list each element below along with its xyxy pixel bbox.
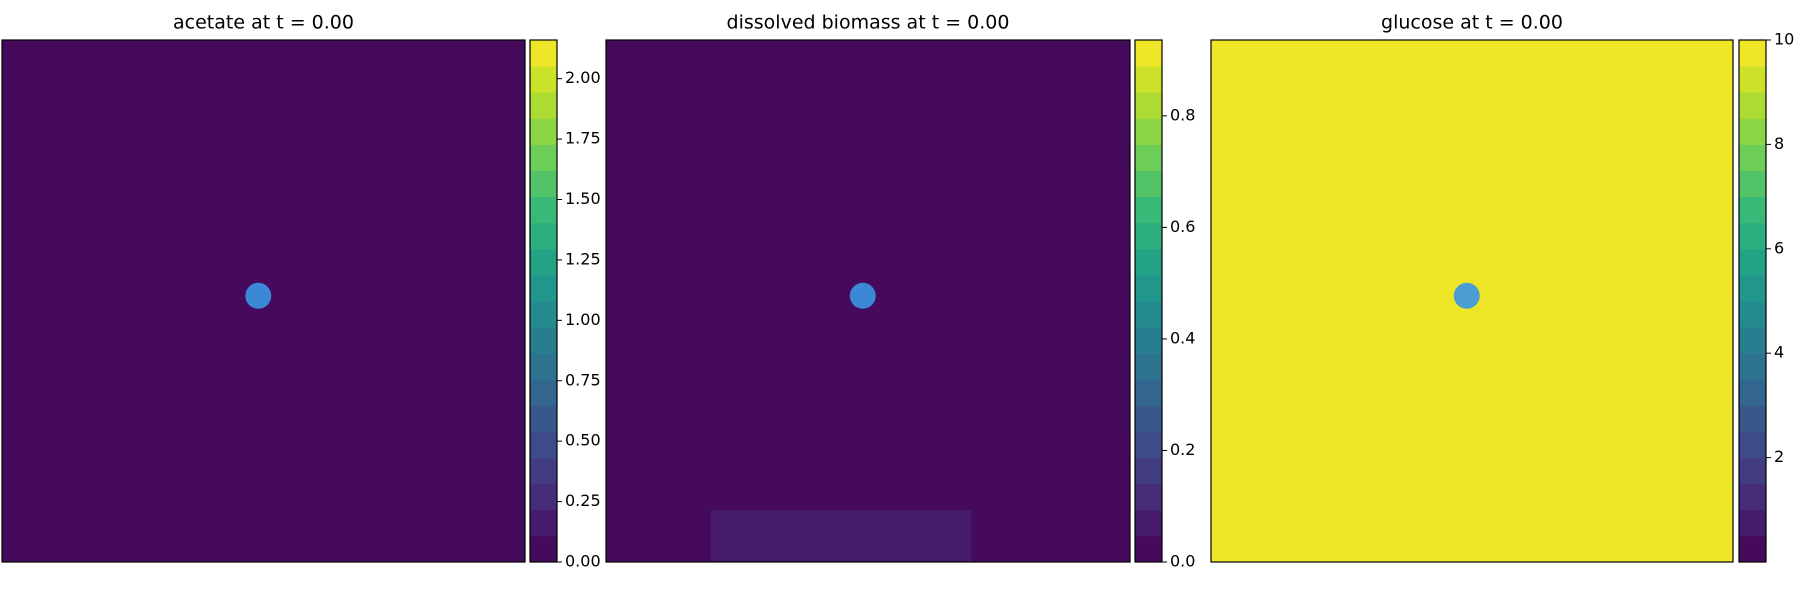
colorbar-band (1739, 431, 1766, 459)
colorbar-tick-label: 1.50 (565, 189, 601, 208)
colorbar-tick-label: 4 (1774, 343, 1784, 362)
colorbar-tick-label: 1.00 (565, 310, 601, 329)
colorbar-band (1135, 274, 1162, 302)
colorbar-tick-label: 0.50 (565, 431, 601, 450)
colorbar-band (530, 170, 557, 198)
colorbar-tick-label: 0.4 (1170, 328, 1195, 347)
colorbar-band (1135, 222, 1162, 250)
colorbar-band (530, 457, 557, 485)
colorbar-band (1739, 92, 1766, 119)
panel-title: acetate at t = 0.00 (173, 12, 354, 34)
colorbar-tick-label: 6 (1774, 238, 1784, 257)
colorbar-band (1739, 274, 1766, 302)
colorbar-band (530, 40, 557, 67)
colorbar-band (530, 222, 557, 250)
axes-frame (605, 39, 1131, 563)
colorbar-band (530, 379, 557, 406)
colorbar-tick-label: 0.0 (1170, 552, 1195, 571)
colorbar-band (1739, 248, 1766, 276)
colorbar-band (530, 118, 557, 145)
colorbar-band (1739, 66, 1766, 93)
axes-frame (1210, 39, 1734, 563)
colorbar-band (1739, 483, 1766, 511)
colorbar-band (1135, 301, 1162, 328)
colorbar-band (1135, 379, 1162, 406)
colorbar-band (1739, 144, 1766, 171)
colorbar-band (1135, 535, 1162, 563)
colorbar-tick-label: 8 (1774, 134, 1784, 153)
colorbar-tick-label: 0.00 (565, 552, 601, 571)
colorbar-band (530, 144, 557, 171)
colorbar-band (530, 274, 557, 302)
marker (245, 282, 272, 309)
colorbar-frame (1738, 39, 1767, 563)
colorbar-band (1739, 509, 1766, 537)
colorbar-band (1135, 66, 1162, 93)
colorbar-tick-label: 0.75 (565, 370, 601, 389)
colorbar-band (530, 405, 557, 432)
colorbar-band (530, 92, 557, 119)
colorbar-tick-label: 2.00 (565, 68, 601, 87)
colorbar-band (1739, 118, 1766, 145)
colorbar-band (530, 483, 557, 511)
colorbar-band (530, 431, 557, 459)
colorbar-band (530, 509, 557, 537)
colorbar-band (1135, 92, 1162, 119)
colorbar-band (1135, 327, 1162, 354)
colorbar-tick-label: 1.75 (565, 129, 601, 148)
colorbar-band (1135, 118, 1162, 145)
colorbar-band (530, 301, 557, 328)
colorbar-band (1135, 40, 1162, 67)
colorbar-band (1739, 535, 1766, 563)
colorbar-band (530, 196, 557, 224)
colorbar-band (1739, 327, 1766, 354)
colorbar-band (1739, 222, 1766, 250)
panel-title: dissolved biomass at t = 0.00 (727, 12, 1010, 34)
colorbar-band (1135, 170, 1162, 198)
marker (849, 282, 876, 309)
panel-title: glucose at t = 0.00 (1381, 12, 1563, 34)
colorbar-band (1135, 509, 1162, 537)
colorbar-band (1135, 431, 1162, 459)
colorbar-band (530, 535, 557, 563)
colorbar-band (1739, 379, 1766, 406)
colorbar-tick-label: 0.2 (1170, 440, 1195, 459)
colorbar-band (530, 327, 557, 354)
colorbar-band (1135, 405, 1162, 432)
colorbar-band (1739, 170, 1766, 198)
colorbar-frame (1134, 39, 1163, 563)
colorbar-band (1739, 301, 1766, 328)
colorbar-band (1135, 196, 1162, 224)
colorbar-band (530, 248, 557, 276)
colorbar-band (1739, 353, 1766, 380)
colorbar-band (1135, 483, 1162, 511)
colorbar-band (530, 66, 557, 93)
colorbar-tick-label: 10 (1774, 30, 1794, 49)
colorbar-band (1135, 144, 1162, 171)
colorbar-band (1135, 457, 1162, 485)
colorbar-band (1739, 196, 1766, 224)
colorbar-band (1135, 248, 1162, 276)
colorbar-band (1739, 40, 1766, 67)
colorbar-tick-label: 2 (1774, 447, 1784, 466)
colorbar-tick-label: 0.6 (1170, 217, 1195, 236)
colorbar-tick-label: 0.25 (565, 491, 601, 510)
colorbar-tick-label: 1.25 (565, 249, 601, 268)
axes-frame (1, 39, 526, 563)
colorbar-band (1135, 353, 1162, 380)
colorbar-band (530, 353, 557, 380)
field-region (710, 509, 972, 562)
colorbar-frame (529, 39, 558, 563)
colorbar-band (1739, 405, 1766, 432)
colorbar-tick-label: 0.8 (1170, 105, 1195, 124)
marker (1453, 282, 1480, 309)
colorbar-band (1739, 457, 1766, 485)
